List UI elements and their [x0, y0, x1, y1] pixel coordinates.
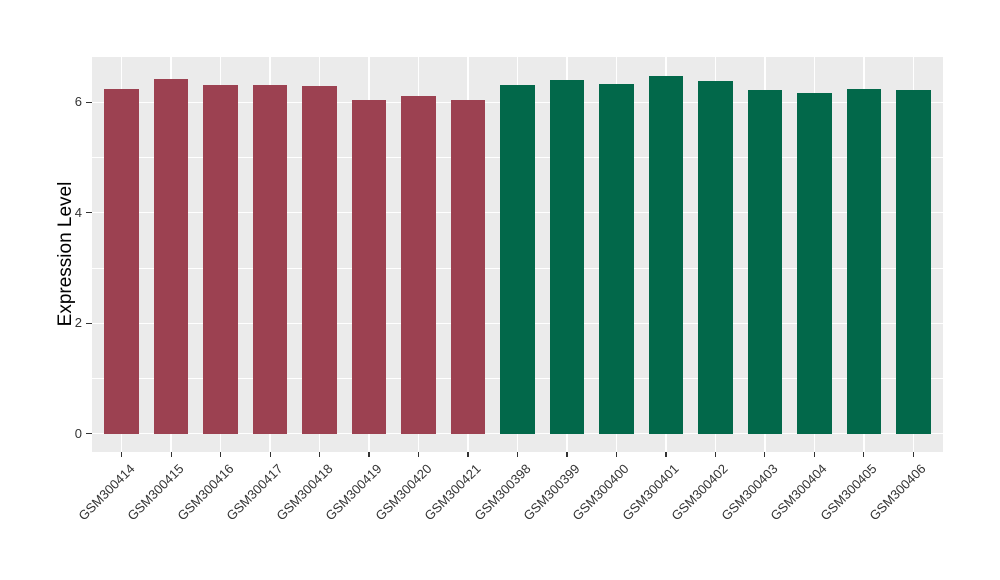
- y-axis-tick: [86, 212, 92, 214]
- x-axis-tick: [615, 452, 618, 457]
- y-axis-tick: [86, 101, 92, 103]
- x-axis-tick: [912, 452, 914, 457]
- x-axis-tick: [566, 452, 568, 457]
- x-axis-tick: [467, 452, 469, 457]
- bar: [846, 89, 882, 434]
- bar: [698, 81, 733, 434]
- x-axis-tick: [516, 452, 519, 457]
- x-axis-tick: [220, 452, 222, 457]
- y-tick-label: 6: [74, 94, 82, 110]
- y-tick-label: 2: [74, 315, 82, 331]
- bar: [252, 85, 288, 434]
- y-tick-label: 4: [74, 204, 82, 220]
- bar: [450, 100, 486, 434]
- x-axis-tick: [417, 452, 420, 457]
- bar: [401, 96, 436, 434]
- bar: [104, 89, 139, 434]
- x-axis-tick: [665, 452, 667, 457]
- x-axis-tick: [714, 452, 716, 457]
- x-axis-tick: [269, 452, 271, 457]
- bar: [203, 85, 238, 434]
- bar: [599, 84, 634, 434]
- bar: [153, 79, 189, 434]
- plot-panel: [92, 57, 943, 452]
- bar: [797, 93, 832, 434]
- bar: [895, 90, 931, 434]
- x-axis-tick: [764, 452, 766, 457]
- x-axis-tick: [368, 452, 370, 457]
- bar: [302, 86, 337, 434]
- y-tick-label: 0: [74, 425, 82, 441]
- bar: [351, 99, 387, 434]
- y-axis-tick: [86, 322, 92, 324]
- bar: [549, 80, 585, 434]
- bar: [747, 90, 783, 434]
- x-axis-tick: [121, 452, 123, 457]
- x-axis-tick: [318, 452, 321, 457]
- x-axis-tick: [863, 452, 865, 457]
- bar: [500, 85, 535, 434]
- bar: [648, 76, 684, 434]
- x-axis-tick: [170, 452, 172, 457]
- y-axis-tick: [86, 433, 92, 435]
- x-axis-tick: [813, 452, 815, 457]
